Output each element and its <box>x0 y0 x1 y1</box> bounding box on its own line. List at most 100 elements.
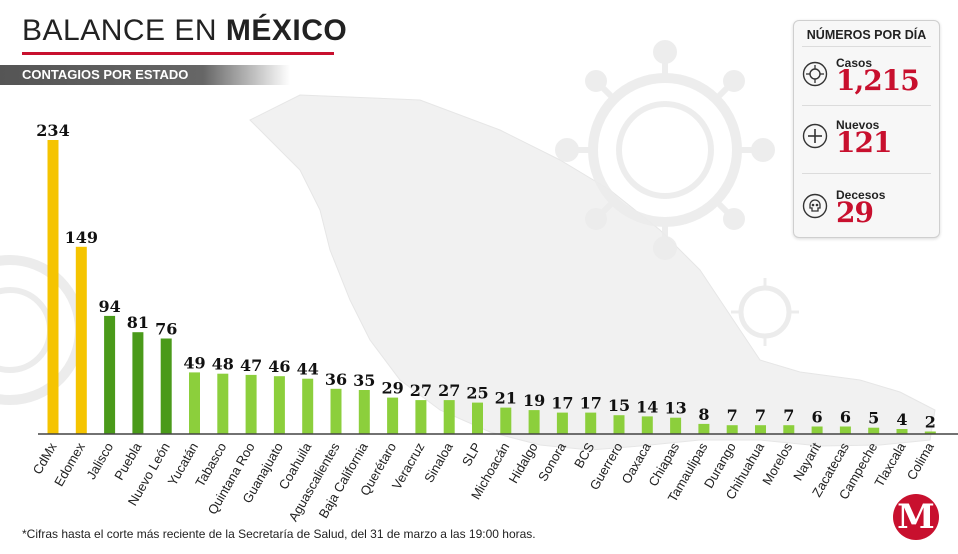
value-label: 81 <box>127 313 149 332</box>
value-label: 234 <box>36 121 69 140</box>
bar-veracruz <box>415 400 427 434</box>
footnote: *Cifras hasta el corte más reciente de l… <box>22 527 536 541</box>
value-label: 44 <box>297 360 319 379</box>
value-label: 48 <box>212 355 234 374</box>
value-label: 94 <box>98 297 120 316</box>
category-label: BCS <box>571 440 598 471</box>
value-label: 15 <box>608 396 630 415</box>
bar-chiapas <box>670 417 682 434</box>
stat-casos: Casos 1,215 <box>802 49 932 105</box>
value-label: 76 <box>155 320 177 339</box>
stat-label: Casos <box>836 56 873 70</box>
bar-michoacán <box>500 407 512 434</box>
virus-icon <box>802 61 828 87</box>
value-label: 27 <box>438 381 460 400</box>
value-label: 7 <box>783 406 794 425</box>
title-regular: BALANCE EN <box>22 14 218 47</box>
stat-value: 29 <box>836 196 874 229</box>
category-label: SLP <box>459 440 484 469</box>
bar-quintana-roo <box>245 374 257 434</box>
skull-icon <box>802 193 828 219</box>
page-title: BALANCE EN MÉXICO <box>22 14 347 48</box>
bar-durango <box>726 425 738 434</box>
bar-nuevo-león <box>160 338 172 434</box>
value-label: 46 <box>268 357 290 376</box>
bar-guanajuato <box>273 376 285 434</box>
bar-campeche <box>868 427 880 434</box>
bar-querétaro <box>387 397 399 434</box>
value-label: 13 <box>664 399 686 418</box>
stat-label: Decesos <box>836 188 886 202</box>
stat-value: 1,215 <box>836 64 920 97</box>
category-label: Colima <box>904 439 938 482</box>
bar-yucatán <box>189 372 200 434</box>
bar-tamaulipas <box>698 423 710 434</box>
title-bold: MÉXICO <box>225 14 348 47</box>
subtitle-bar <box>0 65 290 85</box>
bar-tabasco <box>217 373 229 434</box>
bar-morelos <box>783 425 795 434</box>
bar-coahuila <box>302 378 314 434</box>
value-label: 7 <box>755 406 766 425</box>
stat-nuevos: Nuevos 121 <box>802 111 932 167</box>
bar-colima <box>924 431 936 434</box>
bar-tlaxcala <box>896 429 908 434</box>
title-underline <box>22 52 334 55</box>
value-label: 5 <box>868 409 879 428</box>
bar-chihuahua <box>755 425 766 434</box>
value-label: 25 <box>466 384 488 403</box>
bar-bcs <box>585 412 597 434</box>
value-label: 47 <box>240 356 262 375</box>
large-virus-icon <box>555 40 775 260</box>
value-label: 6 <box>840 408 851 427</box>
bar-nayarit <box>811 426 823 434</box>
panel-title: NÚMEROS POR DÍA <box>806 28 927 42</box>
value-label: 36 <box>325 370 347 389</box>
bar-oaxaca <box>641 416 653 434</box>
bar-hidalgo <box>528 410 540 434</box>
value-label: 17 <box>580 394 602 413</box>
milenio-logo: M <box>893 494 939 540</box>
stat-value: 121 <box>836 126 892 159</box>
subtitle: CONTAGIOS POR ESTADO <box>22 67 189 82</box>
value-label: 2 <box>925 413 936 432</box>
value-label: 21 <box>495 389 517 408</box>
bar-jalisco <box>104 315 116 434</box>
bar-guerrero <box>613 415 625 434</box>
value-label: 27 <box>410 381 432 400</box>
panel-divider <box>802 46 931 47</box>
value-label: 8 <box>698 405 709 424</box>
stat-decesos: Decesos 29 <box>802 181 932 237</box>
panel-divider <box>802 173 931 174</box>
category-label: CdMx <box>30 440 60 477</box>
value-label: 7 <box>727 406 738 425</box>
value-label: 14 <box>636 397 658 416</box>
bar-baja-california <box>358 390 370 434</box>
bar-sinaloa <box>443 400 455 434</box>
bar-zacatecas <box>839 426 851 434</box>
value-label: 17 <box>551 394 573 413</box>
value-label: 6 <box>812 408 823 427</box>
bar-sonora <box>556 412 568 434</box>
category-label: Sinaloa <box>421 439 456 485</box>
value-label: 35 <box>353 371 375 390</box>
category-label: Sonora <box>535 439 569 483</box>
bar-slp <box>472 402 483 434</box>
stats-panel: NÚMEROS POR DÍA Casos 1,215 Nuevos 121 <box>793 20 940 238</box>
stat-label: Nuevos <box>836 118 880 132</box>
plus-icon <box>802 123 828 149</box>
bar-cdmx <box>47 140 59 434</box>
value-label: 49 <box>183 353 205 372</box>
bars-group <box>47 140 936 434</box>
value-label: 149 <box>65 228 98 247</box>
panel-divider <box>802 105 931 106</box>
value-label: 4 <box>896 410 907 429</box>
bar-puebla <box>132 332 144 434</box>
value-label: 19 <box>523 391 545 410</box>
logo-letter: M <box>897 497 935 537</box>
small-virus-icon <box>731 278 799 346</box>
